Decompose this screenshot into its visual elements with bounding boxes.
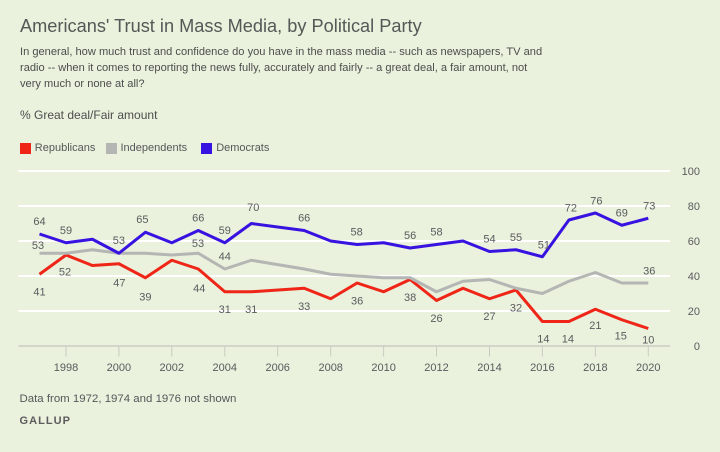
svg-text:14: 14: [562, 334, 574, 346]
svg-text:31: 31: [245, 304, 257, 316]
svg-text:32: 32: [510, 303, 522, 315]
svg-text:36: 36: [351, 296, 363, 308]
svg-text:2016: 2016: [530, 362, 554, 374]
svg-text:2018: 2018: [583, 362, 607, 374]
svg-text:15: 15: [615, 331, 627, 343]
svg-text:39: 39: [139, 292, 151, 304]
svg-text:56: 56: [404, 230, 416, 242]
svg-text:69: 69: [616, 208, 628, 220]
svg-text:40: 40: [688, 271, 700, 283]
svg-text:21: 21: [589, 320, 601, 332]
svg-text:26: 26: [430, 313, 442, 325]
svg-text:33: 33: [298, 301, 310, 313]
svg-text:53: 53: [192, 238, 204, 250]
svg-text:20: 20: [688, 306, 700, 318]
svg-text:54: 54: [483, 234, 495, 246]
svg-text:55: 55: [510, 232, 522, 244]
svg-text:59: 59: [219, 225, 231, 237]
svg-text:70: 70: [247, 202, 259, 214]
svg-text:53: 53: [32, 240, 44, 252]
svg-text:53: 53: [113, 235, 125, 247]
svg-text:2010: 2010: [371, 362, 395, 374]
svg-text:66: 66: [192, 213, 204, 225]
svg-text:44: 44: [193, 283, 205, 295]
svg-text:2006: 2006: [265, 362, 289, 374]
svg-text:31: 31: [219, 304, 231, 316]
svg-text:0: 0: [694, 341, 700, 353]
svg-text:47: 47: [113, 278, 125, 290]
svg-text:80: 80: [688, 201, 700, 213]
svg-text:27: 27: [483, 311, 495, 323]
svg-text:72: 72: [565, 202, 577, 214]
svg-text:58: 58: [350, 227, 362, 239]
svg-text:36: 36: [643, 266, 655, 278]
svg-text:2002: 2002: [160, 362, 184, 374]
svg-text:52: 52: [59, 267, 71, 279]
svg-text:76: 76: [590, 196, 602, 208]
svg-text:14: 14: [537, 334, 549, 346]
svg-text:10: 10: [642, 335, 654, 347]
svg-text:41: 41: [33, 287, 45, 299]
svg-text:51: 51: [538, 240, 550, 252]
svg-text:2020: 2020: [636, 362, 660, 374]
svg-text:100: 100: [682, 166, 700, 178]
svg-text:58: 58: [430, 227, 442, 239]
svg-text:1998: 1998: [54, 362, 78, 374]
svg-text:65: 65: [136, 214, 148, 226]
svg-text:2012: 2012: [424, 362, 448, 374]
svg-text:44: 44: [219, 251, 231, 263]
svg-text:2014: 2014: [477, 362, 501, 374]
svg-text:60: 60: [688, 236, 700, 248]
svg-text:64: 64: [33, 216, 45, 228]
svg-text:66: 66: [298, 213, 310, 225]
svg-text:73: 73: [643, 201, 655, 213]
svg-text:2000: 2000: [107, 362, 131, 374]
svg-text:2008: 2008: [318, 362, 342, 374]
svg-text:59: 59: [60, 225, 72, 237]
svg-text:2004: 2004: [213, 362, 237, 374]
svg-text:38: 38: [404, 292, 416, 304]
